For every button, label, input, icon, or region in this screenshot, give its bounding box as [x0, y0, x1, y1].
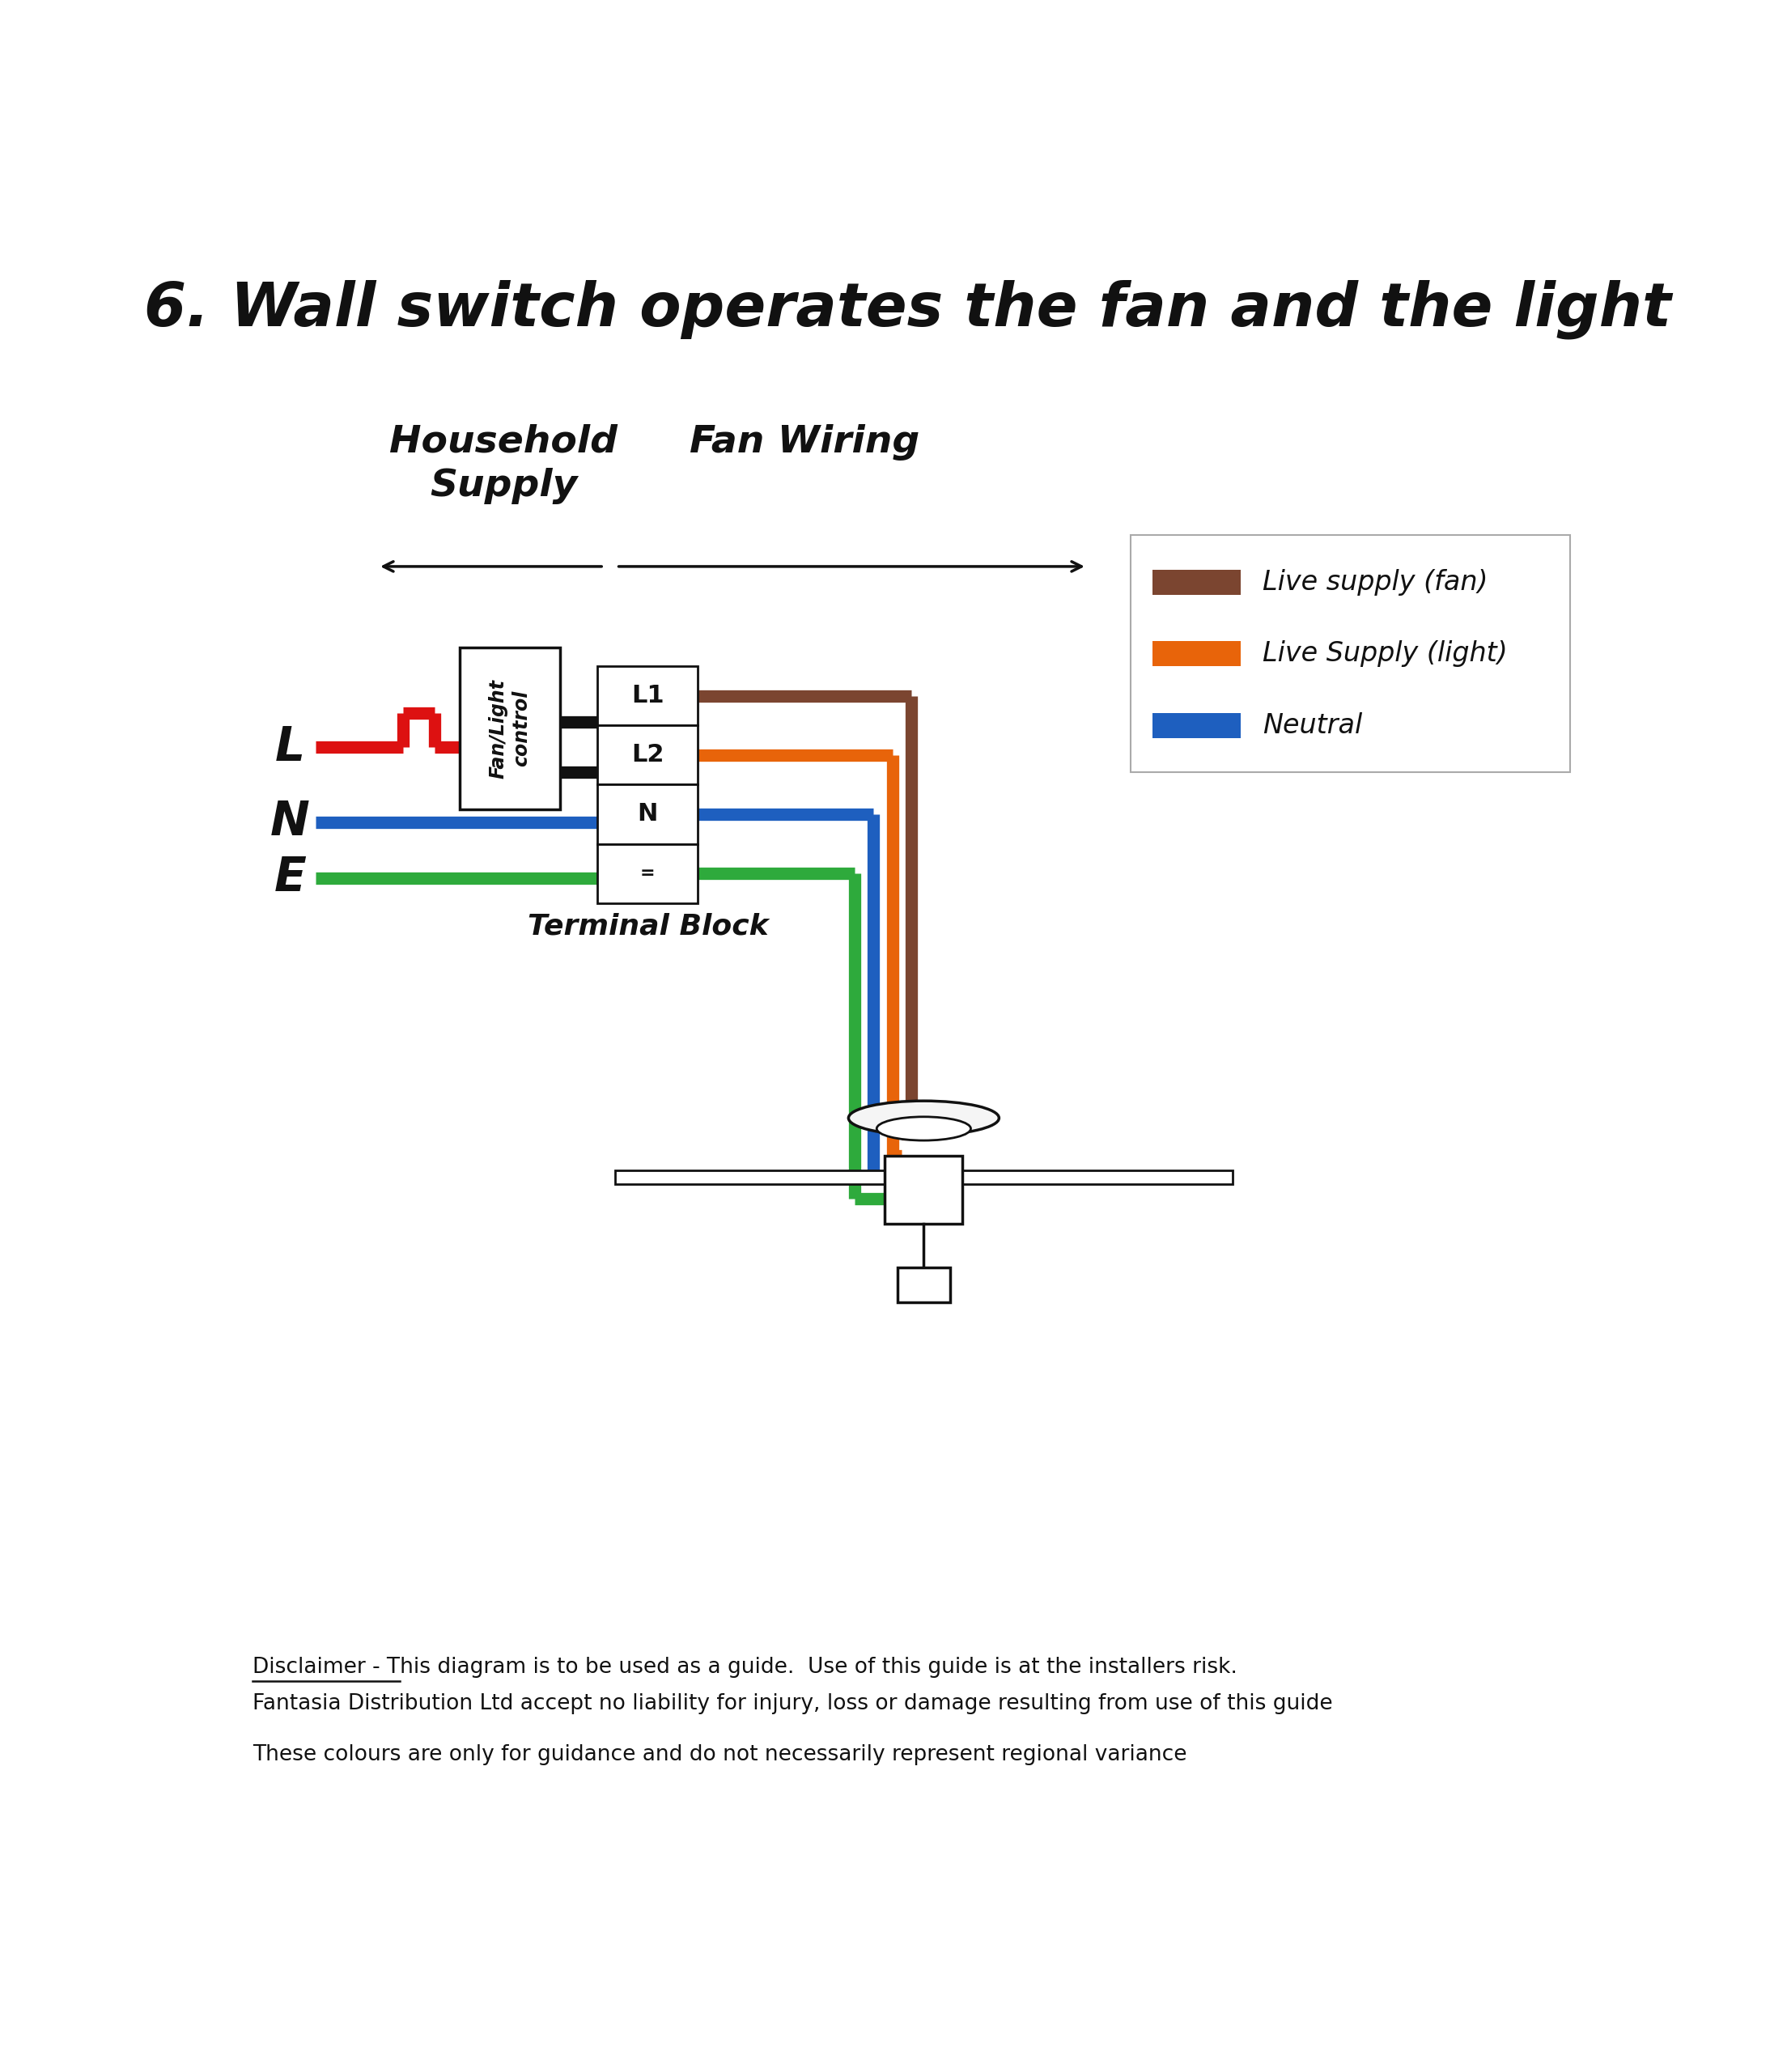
Bar [598, 843, 697, 903]
Bar [598, 785, 697, 843]
Text: Live supply (fan): Live supply (fan) [1262, 568, 1489, 595]
Bar [1131, 535, 1570, 773]
Bar [963, 1171, 1232, 1183]
Text: Supply: Supply [430, 468, 577, 503]
Ellipse shape [848, 1100, 998, 1135]
Text: Disclaimer - This diagram is to be used as a guide.  Use of this guide is at the: Disclaimer - This diagram is to be used … [253, 1658, 1237, 1678]
Bar [616, 1171, 885, 1183]
Text: =: = [641, 866, 655, 881]
Ellipse shape [876, 1117, 970, 1140]
Bar [885, 1156, 963, 1225]
Bar [598, 725, 697, 785]
Text: Household: Household [389, 425, 618, 460]
Text: Fan/Light
control: Fan/Light control [489, 680, 531, 779]
Text: Fantasia Distribution Ltd accept no liability for injury, loss or damage resulti: Fantasia Distribution Ltd accept no liab… [253, 1693, 1333, 1714]
Text: Terminal Block: Terminal Block [527, 912, 768, 941]
Text: L2: L2 [632, 744, 664, 767]
Text: E: E [274, 856, 306, 901]
Bar [1152, 570, 1241, 595]
Text: N: N [271, 800, 310, 845]
Text: Live Supply (light): Live Supply (light) [1262, 640, 1508, 667]
Bar [1152, 640, 1241, 667]
Text: Fan Wiring: Fan Wiring [690, 425, 920, 460]
Bar [460, 646, 559, 810]
Text: 6. Wall switch operates the fan and the light: 6. Wall switch operates the fan and the … [143, 280, 1671, 340]
Text: L: L [274, 723, 304, 771]
Bar [1152, 713, 1241, 738]
Text: L1: L1 [632, 684, 664, 707]
Text: These colours are only for guidance and do not necessarily represent regional va: These colours are only for guidance and … [253, 1745, 1188, 1765]
Bar [897, 1268, 950, 1301]
Bar [598, 667, 697, 725]
Text: Neutral: Neutral [1262, 713, 1363, 740]
Text: N: N [637, 802, 658, 827]
